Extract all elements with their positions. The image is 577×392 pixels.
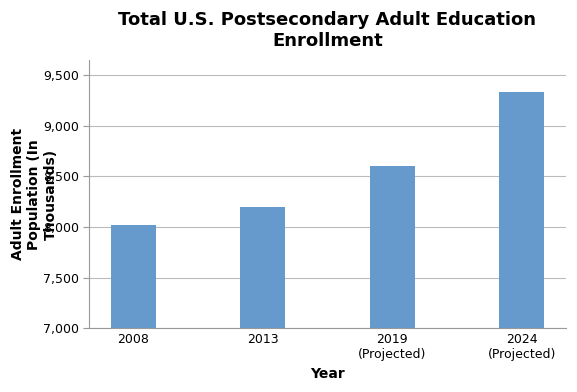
X-axis label: Year: Year	[310, 367, 345, 381]
Title: Total U.S. Postsecondary Adult Education
Enrollment: Total U.S. Postsecondary Adult Education…	[118, 11, 537, 50]
Bar	[240, 207, 286, 328]
Bar	[111, 225, 156, 328]
Bar	[369, 166, 415, 328]
Y-axis label: Adult Enrollment
Population (In
Thousands): Adult Enrollment Population (In Thousand…	[11, 128, 58, 260]
Bar	[499, 92, 544, 328]
